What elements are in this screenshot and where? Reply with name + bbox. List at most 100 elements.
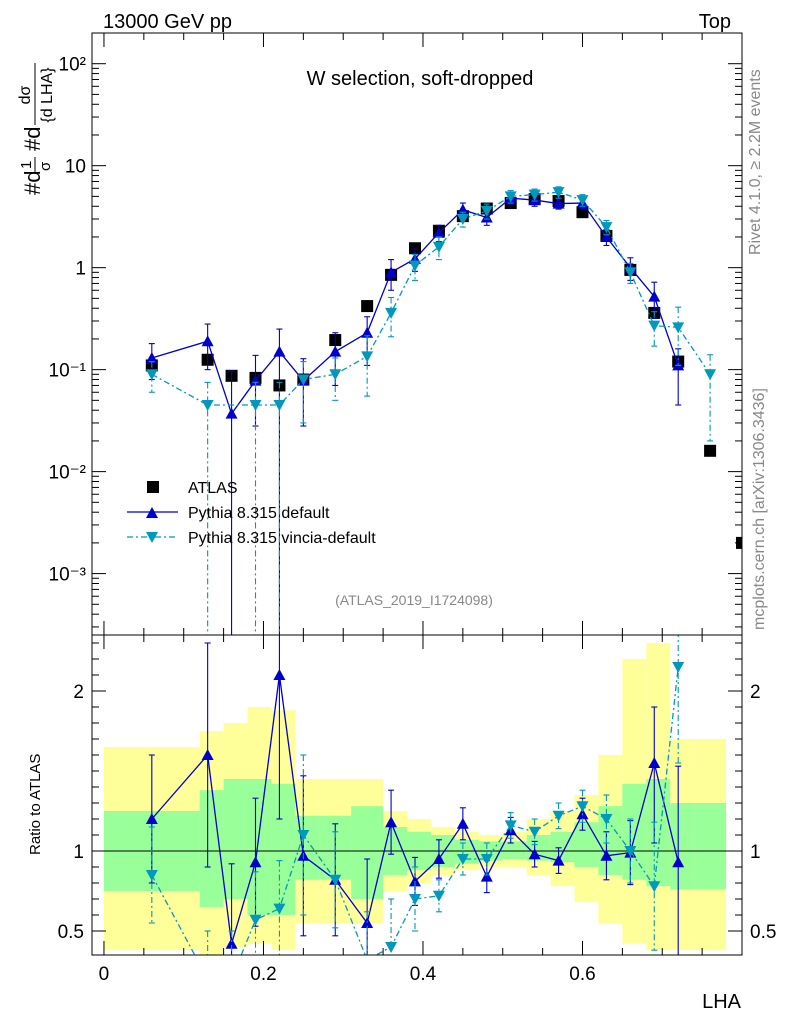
vincia-data-point — [249, 400, 262, 412]
default-ratio-point — [249, 856, 262, 868]
ratio-ytick-label-right: 2 — [750, 682, 761, 703]
default-data-point — [201, 335, 214, 347]
vincia-data-point — [456, 214, 469, 226]
vincia-data-point — [145, 369, 158, 381]
main-ytick-label: 1 — [75, 259, 86, 280]
default-ratio-point — [672, 856, 685, 868]
stat-band-bin — [646, 779, 671, 887]
stat-band-bin — [247, 779, 272, 915]
legend-vincia-label: Pythia 8.315 vincia-default — [188, 530, 376, 547]
legend-atlas-marker — [147, 481, 159, 493]
main-ytick-label: 10² — [59, 55, 86, 76]
vincia-data-point — [704, 369, 717, 381]
default-ratio-point — [273, 669, 286, 680]
stat-band-bin — [550, 831, 575, 863]
vincia-data-point — [600, 222, 613, 234]
legend-atlas-label: ATLAS — [188, 480, 238, 497]
vincia-ratio-point — [504, 820, 517, 832]
default-data-point — [225, 407, 238, 419]
ratio-ytick-label-left: 2 — [73, 682, 84, 703]
vincia-ratio-point — [226, 974, 238, 985]
default-data-point — [552, 197, 565, 209]
vincia-data-point — [624, 267, 637, 279]
stat-band-bin — [502, 841, 527, 859]
default-ratio-point — [145, 813, 158, 824]
stat-band-bin — [574, 822, 599, 867]
atlas-data-point — [576, 206, 589, 219]
ylabel-d2: #d — [20, 127, 45, 151]
default-data-point — [385, 266, 398, 278]
legend: ATLAS Pythia 8.315 default Pythia 8.315 … — [127, 480, 376, 547]
ratio-uncertainty-bands — [92, 643, 742, 955]
ylabel-one: 1 — [18, 161, 35, 169]
vincia-ratio-point — [624, 846, 637, 857]
vincia-ratio-point — [329, 874, 342, 886]
vincia-ratio-point — [385, 942, 398, 953]
main-ytick-label: 10⁻³ — [49, 565, 87, 586]
stat-band-bin — [199, 790, 224, 907]
legend-vincia-marker — [146, 532, 158, 543]
ratio-plot-area — [145, 635, 685, 985]
vincia-ratio-point — [576, 801, 589, 813]
legend-default-label: Pythia 8.315 default — [188, 505, 330, 522]
ratio-ytick-label-left: 1 — [73, 842, 84, 863]
vincia-data-point — [329, 369, 342, 381]
vincia-data-point — [361, 351, 374, 363]
default-data-point — [480, 211, 493, 223]
default-ratio-point — [528, 848, 541, 860]
default-ratio-point — [456, 817, 469, 829]
header-energy-label: 13000 GeV pp — [103, 11, 232, 33]
default-ratio-point — [648, 757, 661, 768]
vincia-ratio-point — [528, 826, 541, 838]
legend-default-marker — [146, 507, 158, 518]
ratio-y-axis-label: Ratio to ATLAS — [27, 754, 44, 855]
vincia-ratio-point — [145, 870, 158, 881]
atlas-data-point — [361, 300, 374, 313]
stat-band-bin — [670, 803, 695, 890]
vincia-ratio-point — [202, 974, 214, 985]
stat-band-bin — [223, 779, 248, 899]
ratio-ytick-label-right: 0.5 — [750, 922, 776, 943]
rivet-version-label: Rivet 4.1.0, ≥ 2.2M events — [747, 69, 764, 255]
vincia-ratio-point — [297, 830, 310, 841]
vincia-data-point — [672, 322, 685, 334]
default-data-point — [648, 290, 661, 302]
ratio-xtick-label: 0.6 — [569, 964, 595, 985]
atlas-data-point — [704, 444, 717, 457]
vincia-ratio-point — [600, 814, 613, 825]
stat-band-bin — [694, 803, 727, 890]
stat-band-bin — [622, 783, 647, 880]
default-ratio-point — [552, 854, 565, 866]
x-axis-label: LHA — [702, 991, 742, 1013]
vincia-ratio-point — [249, 914, 262, 926]
vincia-ratio-point — [648, 881, 661, 893]
default-data-point — [432, 226, 445, 238]
default-ratio-point — [600, 849, 613, 861]
vincia-data-point — [648, 320, 661, 332]
default-ratio-point — [480, 870, 493, 882]
vincia-ratio-point — [361, 954, 374, 955]
ylabel-dlha: {d LHA} — [39, 67, 56, 123]
mcplots-label: mcplots.cern.ch [arXiv:1306.3436] — [751, 388, 768, 630]
vincia-ratio-point — [273, 903, 286, 915]
main-y-axis-label: #d 1 σ #d dσ {d LHA} — [17, 63, 56, 195]
vincia-data-point — [385, 307, 398, 319]
vincia-data-point — [409, 260, 422, 272]
default-data-point — [145, 352, 158, 364]
ratio-ytick-label-right: 1 — [750, 842, 761, 863]
vincia-data-point — [297, 374, 310, 386]
default-data-point — [273, 345, 286, 357]
default-ratio-point — [432, 853, 445, 864]
default-ratio-point — [201, 749, 214, 760]
plot-title: W selection, soft-dropped — [307, 68, 534, 90]
ylabel-sigma: σ — [37, 161, 54, 171]
vincia-data-point — [576, 195, 589, 207]
ylabel-dsigma: dσ — [17, 85, 34, 104]
stat-band-bin — [271, 783, 296, 915]
ratio-xtick-label: 0.2 — [250, 964, 276, 985]
default-ratio-point — [225, 937, 238, 949]
vincia-ratio-point — [456, 854, 469, 865]
vincia-data-point — [480, 205, 493, 217]
default-ratio-point — [385, 816, 398, 828]
